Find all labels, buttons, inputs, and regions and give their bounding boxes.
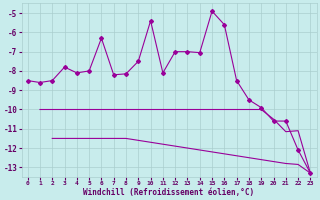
X-axis label: Windchill (Refroidissement éolien,°C): Windchill (Refroidissement éolien,°C) bbox=[84, 188, 255, 197]
